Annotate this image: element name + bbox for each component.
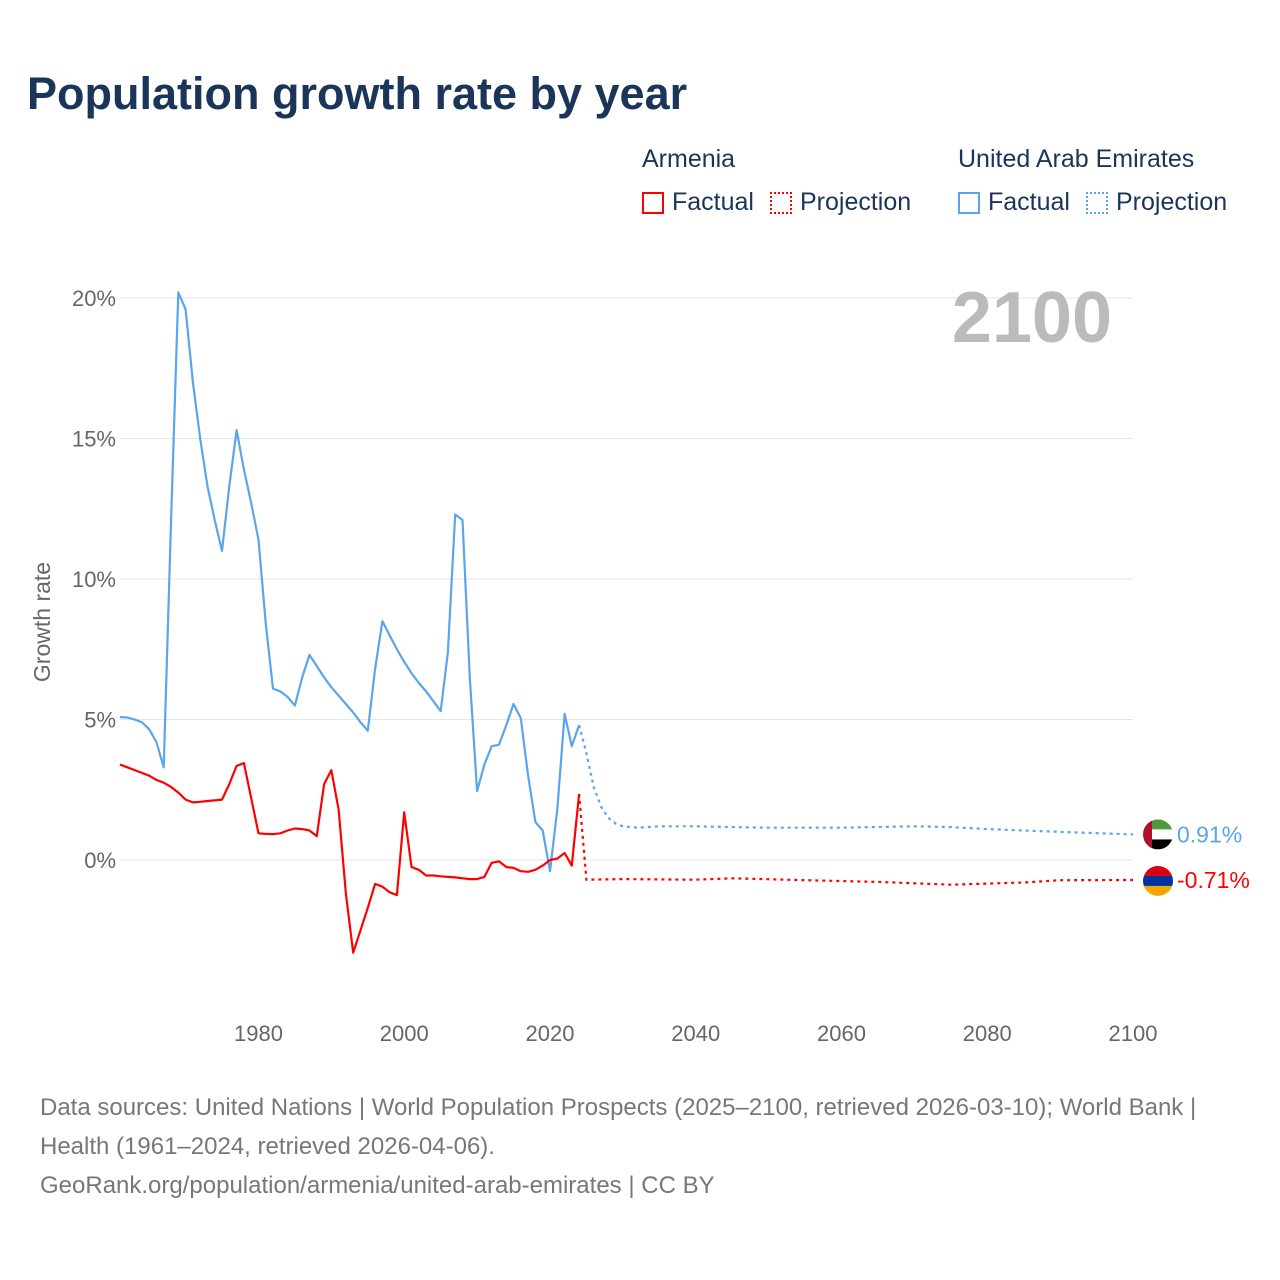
x-tick-label: 2100	[1109, 1021, 1158, 1046]
legend-label: Projection	[1115, 188, 1228, 216]
y-tick-label: 15%	[72, 427, 116, 452]
legend-label: Factual	[988, 188, 1070, 216]
solid-swatch-icon	[642, 191, 664, 214]
armenia-end-value: -0.71%	[1177, 867, 1250, 893]
legend-uae: United Arab Emirates Factual Projection	[958, 145, 1243, 217]
x-tick-label: 2060	[817, 1021, 866, 1046]
uae-flag-icon	[1143, 819, 1173, 850]
y-tick-label: 10%	[72, 567, 116, 592]
source-link[interactable]: GeoRank.org/population/armenia/united-ar…	[40, 1172, 715, 1199]
y-tick-label: 20%	[72, 286, 116, 311]
uae-projection-line	[578, 724, 1134, 836]
solid-swatch-icon	[958, 191, 980, 214]
flag-stripe	[1143, 875, 1173, 886]
year-watermark: 2100	[952, 278, 1112, 358]
flag-stripe	[1143, 885, 1173, 896]
legend-armenia: Armenia Factual Projection	[642, 145, 927, 217]
legend-label: Projection	[799, 188, 912, 216]
x-tick-label: 2020	[526, 1021, 575, 1046]
dotted-swatch-icon	[769, 191, 792, 214]
legend-group-label: United Arab Emirates	[958, 145, 1195, 173]
legend-uae-projection[interactable]: Projection	[1085, 188, 1228, 217]
flag-body	[1143, 865, 1173, 896]
x-tick-label: 2000	[380, 1021, 429, 1046]
legend-uae-factual[interactable]: Factual	[958, 188, 1070, 217]
armenia-flag-icon	[1143, 865, 1173, 896]
legend-armenia-factual[interactable]: Factual	[642, 188, 754, 217]
y-tick-label: 0%	[84, 848, 116, 873]
x-tick-label: 1980	[234, 1021, 283, 1046]
x-tick-label: 2040	[671, 1021, 720, 1046]
uae-end-value: 0.91%	[1177, 821, 1242, 847]
flag-stripe	[1143, 839, 1173, 850]
footer: Data sources: United Nations | World Pop…	[40, 1088, 1240, 1205]
uae-factual-line	[119, 291, 581, 873]
armenia-factual-line	[119, 761, 581, 954]
y-tick-label: 5%	[84, 708, 116, 733]
flag-stripe	[1143, 829, 1173, 840]
legend-armenia-projection[interactable]: Projection	[769, 188, 912, 217]
dotted-swatch-icon	[1085, 191, 1108, 214]
data-sources: Data sources: United Nations | World Pop…	[40, 1094, 1197, 1160]
y-axis-label: Growth rate	[29, 562, 55, 682]
chart-title: Population growth rate by year	[27, 68, 688, 119]
flag-stripe	[1143, 819, 1173, 830]
legend-group-label: Armenia	[642, 145, 736, 173]
armenia-projection-line	[578, 793, 1134, 886]
x-tick-label: 2080	[963, 1021, 1012, 1046]
legend-label: Factual	[672, 188, 754, 216]
flag-stripe	[1143, 819, 1152, 850]
flag-body	[1143, 819, 1173, 850]
flag-stripe	[1143, 865, 1173, 876]
